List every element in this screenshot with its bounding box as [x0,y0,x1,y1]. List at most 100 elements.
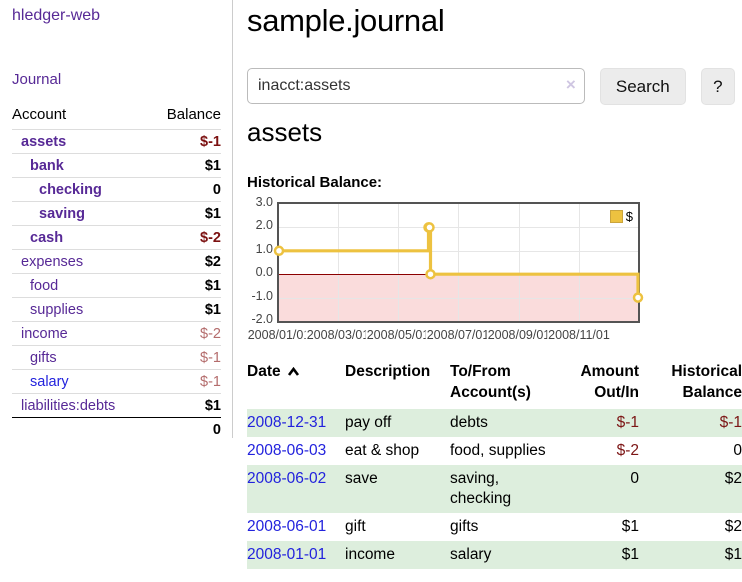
register-row[interactable]: 2008-01-01 income salary $1 $1 [247,541,742,569]
transaction-accounts: gifts [450,518,479,535]
account-link-food[interactable]: food [30,277,59,294]
transaction-description: income [345,546,395,563]
help-button[interactable]: ? [700,68,735,105]
transaction-description: pay off [345,414,392,431]
v-gridline [578,204,580,321]
y-axis-tick-label: -1.0 [251,288,273,303]
x-axis-tick-label: 2008/05/01 [365,328,431,342]
sidebar-account-row-expenses: expenses $2 [12,249,221,273]
sidebar: hledger-web Journal Account Balance asse… [0,0,233,438]
main-content: sample.journal × Search ? assets Histori… [246,0,742,582]
account-column-header: Account [12,106,67,123]
account-link-saving[interactable]: saving [39,205,85,222]
transaction-amount: $1 [621,518,639,535]
transaction-amount: $-2 [616,442,639,459]
x-axis-tick-label: 2008/07/01 [425,328,491,342]
sidebar-account-row-bank: bank $1 [12,153,221,177]
chart-title: Historical Balance: [247,174,383,191]
x-axis-tick-label: 2008/01/01 [246,328,312,342]
y-axis-tick-label: -2.0 [251,312,273,326]
transaction-accounts: food, supplies [450,442,546,459]
sidebar-account-row-food: food $1 [12,273,221,297]
v-gridline [458,204,459,321]
search-button[interactable]: Search [599,68,686,105]
y-axis-tick-label: 2.0 [255,218,273,233]
transaction-date-link[interactable]: 2008-06-03 [247,442,327,459]
x-axis-tick-label: 2008/09/01 [486,328,552,342]
transaction-date-link[interactable]: 2008-12-31 [247,414,327,431]
account-balance: $-2 [200,229,221,246]
account-balance: $1 [204,277,221,294]
account-link-bank[interactable]: bank [30,157,64,174]
transaction-amount: 0 [630,470,639,487]
transaction-accounts: debts [450,414,488,431]
app-brand-link[interactable]: hledger-web [12,7,101,24]
account-link-gifts[interactable]: gifts [30,349,57,366]
account-link-salary[interactable]: salary [30,373,69,390]
account-link-cash[interactable]: cash [30,229,64,246]
account-link-liabilities-debts[interactable]: liabilities:debts [21,397,116,414]
page-title: sample.journal [247,3,445,38]
account-balance: $1 [204,301,221,318]
balance-series [273,222,644,303]
sidebar-account-row-cash: cash $-2 [12,225,221,249]
sort-ascending-icon [287,366,299,376]
balance-column-header: Balance [166,106,221,123]
register-row[interactable]: 2008-06-02 save saving, checking 0 $2 [247,465,742,513]
y-axis-tick-label: 1.0 [255,241,273,256]
transaction-date-link[interactable]: 2008-06-02 [247,470,327,487]
x-axis-tick-label: 2008/03/01 [305,328,371,342]
search-form: × Search ? [247,68,735,105]
account-link-assets[interactable]: assets [21,133,67,150]
v-gridline [398,204,399,321]
data-point-marker [632,292,644,303]
sidebar-account-row-assets: assets $-1 [12,129,221,153]
sidebar-account-row-supplies: supplies $1 [12,297,221,321]
data-point-marker [273,245,285,257]
transaction-balance: $1 [724,546,742,563]
account-balance: $-1 [200,349,221,366]
transaction-date-link[interactable]: 2008-01-01 [247,546,327,563]
register-row[interactable]: 2008-12-31 pay off debts $-1 $-1 [247,409,742,437]
legend-label: $ [625,209,633,224]
transaction-description: eat & shop [345,442,420,459]
transaction-accounts: saving, checking [450,470,512,507]
chart-plot-area: $ [273,202,644,323]
transaction-balance: $-1 [719,414,742,431]
transaction-description: save [345,470,378,487]
clear-search-icon[interactable]: × [565,75,576,94]
sidebar-item-journal[interactable]: Journal [12,71,62,88]
sidebar-account-row-saving: saving $1 [12,201,221,225]
register-row[interactable]: 2008-06-03 eat & shop food, supplies $-2 0 [247,437,742,465]
account-link-expenses[interactable]: expenses [21,253,84,270]
account-balance: $-1 [200,133,221,150]
search-input[interactable] [247,68,585,104]
account-link-checking[interactable]: checking [39,181,102,198]
historical-balance-chart: $ 3.0 2.0 1.0 0.0 -1.0 -2.0 2008/01/01 2008/03… [246,194,667,346]
account-balance: $2 [204,253,221,270]
column-header-accounts: To/From Account(s) [450,363,531,401]
account-balance: $-1 [200,373,221,390]
legend-swatch [609,210,623,223]
accounts-table-header: Account Balance [12,103,221,129]
column-header-date[interactable]: Date [247,358,345,409]
account-link-income[interactable]: income [21,325,68,342]
v-gridline [338,204,339,321]
transaction-amount: $1 [621,546,639,563]
column-header-balance: Historical Balance [671,363,742,401]
register-row[interactable]: 2008-06-01 gift gifts $1 $2 [247,513,742,541]
transaction-date-link[interactable]: 2008-06-01 [247,518,327,535]
transaction-description: gift [345,518,366,535]
chart-legend: $ [607,208,635,225]
account-link-supplies[interactable]: supplies [30,301,84,318]
transaction-balance: 0 [733,442,742,459]
sidebar-account-row-checking: checking 0 [12,177,221,201]
accounts-total-row: 0 [12,417,221,441]
data-point-marker [425,268,436,280]
transaction-balance: $2 [724,470,742,487]
x-axis-tick-label: 2008/11/01 [547,328,611,342]
account-balance: $1 [204,157,221,174]
account-balance: $-2 [200,325,221,342]
accounts-total-value: 0 [212,421,221,438]
accounts-table: Account Balance assets $-1 bank $1 checking 0… [12,103,221,441]
